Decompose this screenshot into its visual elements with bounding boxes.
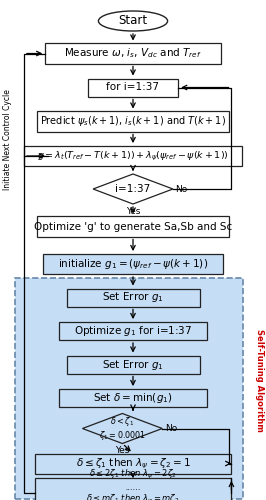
- Bar: [15, 278, 243, 499]
- Text: No: No: [165, 424, 177, 433]
- Bar: [45, 44, 221, 64]
- Bar: [66, 356, 200, 374]
- Bar: [24, 146, 242, 166]
- Text: i=1:37: i=1:37: [115, 184, 151, 194]
- Text: Start: Start: [118, 14, 148, 28]
- Text: Optimize 'g' to generate Sa,Sb and Sc: Optimize 'g' to generate Sa,Sb and Sc: [34, 222, 232, 232]
- Polygon shape: [82, 414, 162, 444]
- Text: Predict $\psi_s(k+1)$, $i_s(k+1)$ and $T(k+1)$: Predict $\psi_s(k+1)$, $i_s(k+1)$ and $T…: [40, 114, 226, 128]
- Bar: [66, 288, 200, 306]
- Text: $\delta < \zeta_1$
$\zeta_1 = 0.0001$: $\delta < \zeta_1$ $\zeta_1 = 0.0001$: [99, 414, 146, 442]
- Text: No: No: [176, 184, 188, 194]
- Text: for i=1:37: for i=1:37: [106, 82, 160, 92]
- Bar: [88, 78, 178, 96]
- Ellipse shape: [98, 11, 168, 31]
- Text: Optimize $g_1$ for i=1:37: Optimize $g_1$ for i=1:37: [74, 324, 192, 338]
- Bar: [43, 254, 223, 274]
- Bar: [35, 454, 231, 473]
- Text: Measure $\omega$, $i_s$, $V_{dc}$ and $T_{ref}$: Measure $\omega$, $i_s$, $V_{dc}$ and $T…: [64, 46, 202, 60]
- Text: Self-Tuning Algorithm: Self-Tuning Algorithm: [255, 328, 264, 432]
- Text: Initiate Next Control Cycle: Initiate Next Control Cycle: [3, 90, 12, 190]
- Text: Set Error $g_1$: Set Error $g_1$: [102, 290, 164, 304]
- Bar: [37, 112, 229, 132]
- Text: initialize $g_1 = (\psi_{ref} - \psi(k+1))$: initialize $g_1 = (\psi_{ref} - \psi(k+1…: [58, 257, 208, 271]
- Bar: [35, 478, 231, 500]
- Text: $g = \lambda_t(T_{ref}-T(k+1))+\lambda_\psi(\psi_{ref}-\psi(k+1))$: $g = \lambda_t(T_{ref}-T(k+1))+\lambda_\…: [37, 150, 229, 162]
- Bar: [37, 216, 229, 236]
- Text: Set $\delta = \min(g_1)$: Set $\delta = \min(g_1)$: [93, 391, 173, 405]
- Text: $\delta \leq \zeta_1$ then $\lambda_\psi = \zeta_2 = 1$: $\delta \leq \zeta_1$ then $\lambda_\psi…: [76, 456, 190, 470]
- Bar: [59, 322, 207, 340]
- Polygon shape: [93, 174, 173, 204]
- Text: Set Error $g_1$: Set Error $g_1$: [102, 358, 164, 372]
- Text: Yes: Yes: [115, 446, 130, 455]
- Bar: [59, 389, 207, 407]
- Text: Yes: Yes: [126, 206, 140, 216]
- Text: $\delta \leq 2\zeta_1$ then $\lambda_\psi = 2\zeta_2$
......
$\delta \leq m\zeta: $\delta \leq 2\zeta_1$ then $\lambda_\ps…: [86, 468, 180, 500]
